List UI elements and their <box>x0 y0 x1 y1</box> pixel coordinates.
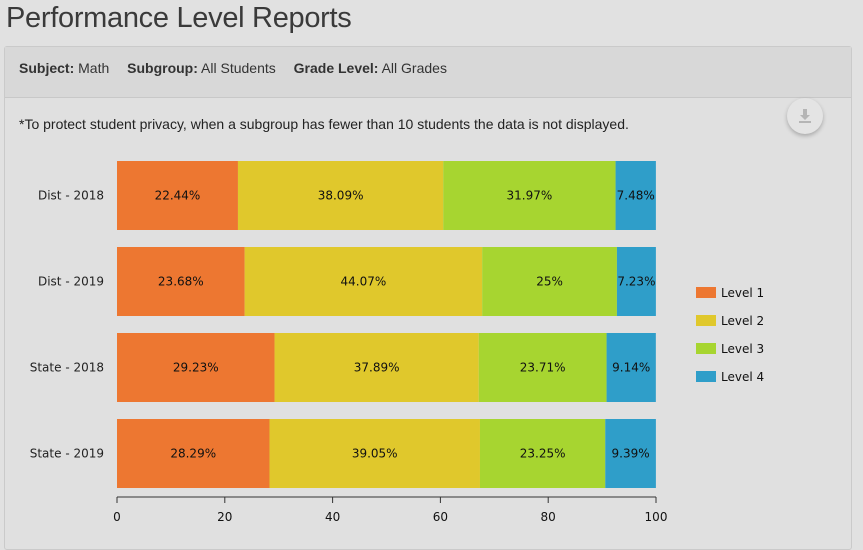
x-tick-label: 0 <box>113 510 121 524</box>
x-tick-label: 100 <box>645 510 668 524</box>
legend-swatch <box>696 343 716 354</box>
category-label: Dist - 2018 <box>38 189 104 203</box>
bar-segment <box>117 161 238 230</box>
data-label: 29.23% <box>173 361 219 375</box>
category-label: Dist - 2019 <box>38 275 104 289</box>
filter-subject: Subject: Math <box>19 60 110 76</box>
data-label: 9.14% <box>612 361 650 375</box>
category-label: State - 2018 <box>30 361 104 375</box>
data-label: 23.71% <box>520 361 566 375</box>
bar-segment <box>479 419 606 488</box>
legend-swatch <box>696 371 716 382</box>
bar-segment <box>117 333 275 402</box>
filter-grade-level: Grade Level: All Grades <box>293 60 447 76</box>
bar-segment <box>117 247 245 316</box>
bar-segment <box>605 419 656 488</box>
bar-segment <box>443 161 616 230</box>
bar-segment <box>269 419 480 488</box>
legend-label: Level 3 <box>721 342 764 356</box>
data-label: 38.09% <box>318 189 364 203</box>
legend-swatch <box>696 315 716 326</box>
data-label: 7.48% <box>617 189 655 203</box>
data-label: 7.23% <box>617 275 655 289</box>
data-label: 23.25% <box>520 447 566 461</box>
download-icon <box>799 109 811 123</box>
x-tick-label: 60 <box>433 510 448 524</box>
bar-segment <box>606 333 656 402</box>
data-label: 44.07% <box>341 275 387 289</box>
bar-segment <box>616 247 656 316</box>
bar-segment <box>478 333 607 402</box>
filter-summary: Subject: Math Subgroup: All Students Gra… <box>5 47 851 98</box>
data-label: 31.97% <box>507 189 553 203</box>
bar-segment <box>237 161 444 230</box>
legend-label: Level 4 <box>721 370 764 384</box>
bar-segment <box>615 161 656 230</box>
data-label: 23.68% <box>158 275 204 289</box>
bar-segment <box>482 247 617 316</box>
data-label: 37.89% <box>354 361 400 375</box>
privacy-note: *To protect student privacy, when a subg… <box>19 116 629 132</box>
data-label: 28.29% <box>170 447 216 461</box>
x-tick-label: 40 <box>325 510 340 524</box>
x-tick-label: 80 <box>541 510 556 524</box>
legend-label: Level 1 <box>721 286 764 300</box>
x-tick-label: 20 <box>217 510 232 524</box>
data-label: 22.44% <box>155 189 201 203</box>
filter-subgroup: Subgroup: All Students <box>127 60 276 76</box>
data-label: 9.39% <box>612 447 650 461</box>
bar-segment <box>244 247 483 316</box>
category-label: State - 2019 <box>30 447 104 461</box>
data-label: 39.05% <box>352 447 398 461</box>
download-button[interactable] <box>787 98 823 134</box>
bar-segment <box>117 419 270 488</box>
page-title: Performance Level Reports <box>6 2 352 34</box>
legend-swatch <box>696 287 716 298</box>
bar-segment <box>274 333 479 402</box>
legend-label: Level 2 <box>721 314 764 328</box>
data-label: 25% <box>536 275 563 289</box>
